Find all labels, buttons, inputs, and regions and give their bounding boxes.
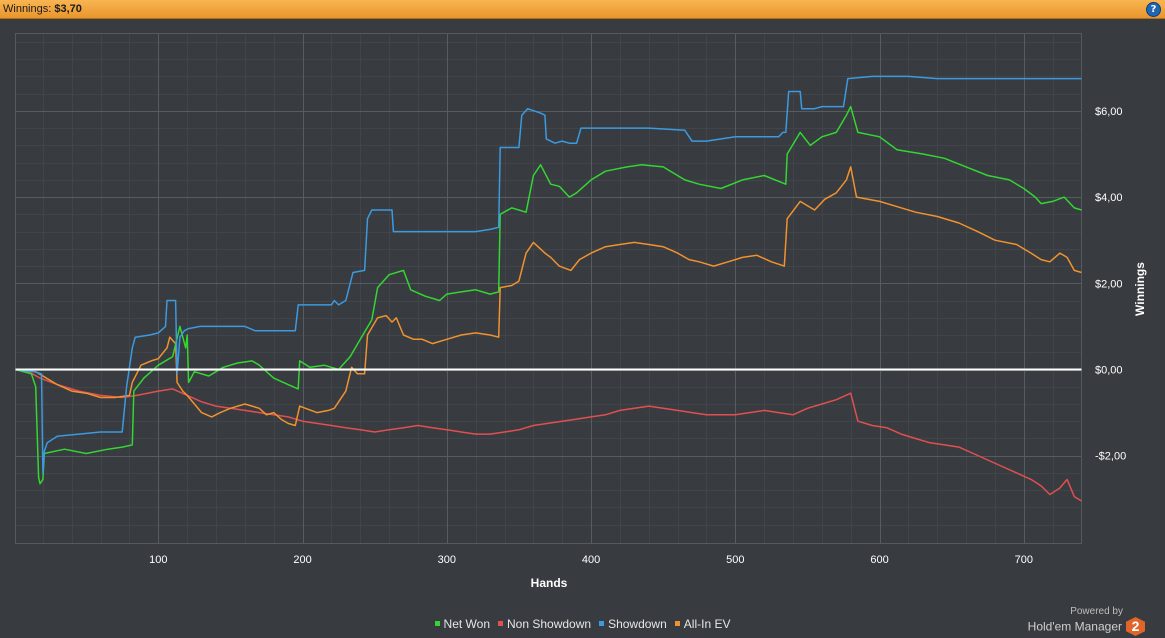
y-tick-label: $6,00	[1095, 106, 1123, 118]
x-axis-ticks: 100 200 300 400 500 600 700	[149, 554, 1033, 566]
powered-by-text: Powered by	[1070, 606, 1123, 617]
series-line-showdown	[15, 75, 1082, 474]
series-line-net-won	[15, 105, 1082, 485]
major-grid	[15, 33, 1082, 544]
hm2-logo-icon: 2	[1126, 617, 1145, 636]
y-axis-ticks: $6,00 $4,00 $2,00 $0,00 -$2,00	[1095, 106, 1126, 463]
help-question-icon[interactable]: ?	[1146, 2, 1161, 17]
y-tick-label: $2,00	[1095, 278, 1123, 290]
legend-swatch	[599, 621, 605, 627]
x-tick-label: 200	[293, 554, 311, 566]
y-axis-title: Winnings	[1133, 262, 1147, 316]
winnings-label-text: Winnings:	[3, 3, 52, 15]
winnings-header-bar: Winnings: $3,70 ?	[0, 0, 1165, 19]
x-tick-label: 300	[438, 554, 456, 566]
series-line-non-showdown	[15, 368, 1082, 502]
winnings-label: Winnings: $3,70	[3, 3, 82, 15]
legend-item[interactable]: Net Won	[434, 617, 490, 631]
x-axis-title: Hands	[531, 576, 568, 590]
legend-item[interactable]: Non Showdown	[498, 617, 591, 631]
x-tick-label: 100	[149, 554, 167, 566]
legend-item[interactable]: Showdown	[599, 617, 667, 631]
x-tick-label: 400	[582, 554, 600, 566]
x-tick-label: 700	[1015, 554, 1033, 566]
branding: Powered by Hold'em Manager 2	[1028, 606, 1145, 636]
y-tick-label: -$2,00	[1095, 451, 1126, 463]
brand-name: Hold'em Manager	[1027, 619, 1122, 634]
x-tick-label: 600	[870, 554, 888, 566]
series-layer	[15, 75, 1082, 502]
legend-label: Non Showdown	[507, 617, 592, 631]
winnings-line-chart: 100 200 300 400 500 600 700 $6,00 $4,00 $2,00 $0,…	[15, 33, 1147, 590]
plot-area-border	[15, 33, 1082, 544]
y-tick-label: $0,00	[1095, 365, 1123, 377]
x-tick-label: 500	[726, 554, 744, 566]
y-tick-label: $4,00	[1095, 192, 1123, 204]
legend-label: Showdown	[608, 617, 667, 631]
chart-legend: Net Won Non Showdown Showdown All-In EV	[0, 617, 1165, 631]
legend-swatch	[498, 621, 503, 627]
winnings-value: $3,70	[54, 3, 82, 15]
series-line-all-in-ev	[15, 166, 1082, 427]
legend-label: All-In EV	[683, 617, 731, 631]
legend-swatch	[674, 621, 680, 627]
legend-label: Net Won	[443, 617, 490, 631]
minor-grid	[15, 33, 1082, 544]
legend-swatch	[434, 621, 440, 627]
legend-item[interactable]: All-In EV	[674, 617, 731, 631]
